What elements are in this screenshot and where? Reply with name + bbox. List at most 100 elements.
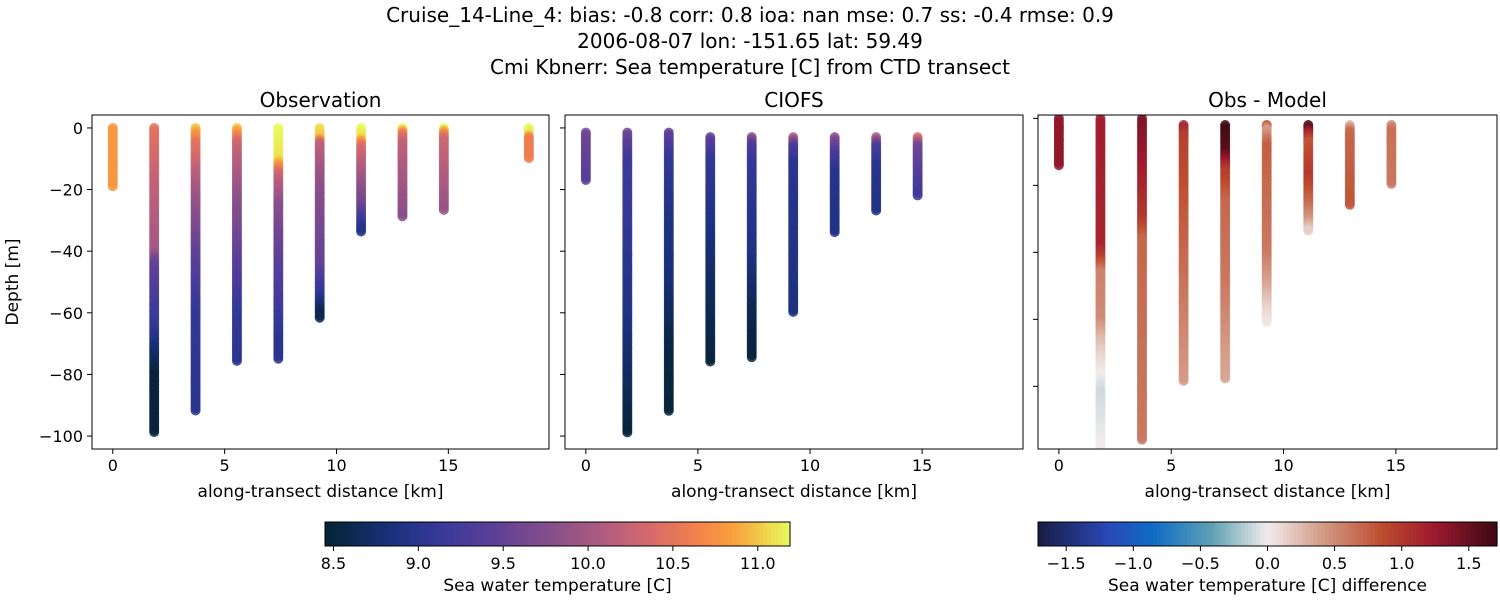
colorbar-segment — [425, 522, 431, 546]
panel-0: 0 5 10 15 0 −20 −40 −60 −80 −100 — [39, 114, 550, 475]
panel-title-ciofs: CIOFS — [764, 88, 823, 112]
colorbar-segment — [654, 522, 659, 546]
colorbar-segment — [445, 522, 450, 546]
colorbar-segment — [526, 522, 531, 546]
colorbar-segment — [1068, 522, 1074, 546]
colorbar-segment — [394, 522, 400, 546]
colorbar-segment — [1049, 522, 1054, 546]
colorbar-segment — [1489, 522, 1494, 546]
colorbar-segment — [638, 522, 644, 546]
y-axis-label: Depth [m] — [3, 238, 23, 325]
data-point — [1137, 434, 1148, 445]
colorbar-segment — [336, 522, 342, 546]
colorbar-segment — [483, 522, 489, 546]
colorbar-segment — [1210, 522, 1215, 546]
colorbar-tick-label: 11.0 — [740, 554, 776, 573]
colorbar-segment — [511, 522, 516, 546]
data-point — [871, 205, 882, 216]
colorbar-segment — [464, 522, 469, 546]
colorbar-segment — [1359, 522, 1364, 546]
data-point — [1095, 451, 1105, 461]
colorbar-segment — [522, 522, 528, 546]
colorbar-tick-label: −1.0 — [1114, 554, 1153, 573]
y-tick-label: −80 — [49, 365, 83, 384]
axes-frame — [91, 114, 550, 450]
colorbar-segment — [542, 522, 547, 546]
colorbar-segment — [751, 522, 756, 546]
colorbar-segment — [460, 522, 466, 546]
colorbar-segment — [1431, 522, 1437, 546]
colorbar-0: 8.5 9.0 9.5 10.0 10.5 11.0 — [321, 521, 791, 573]
colorbar-segment — [604, 522, 609, 546]
x-tick-label: 5 — [693, 456, 703, 475]
colorbar-segment — [1382, 522, 1387, 546]
data-point — [1303, 225, 1314, 236]
colorbar-segment — [429, 522, 435, 546]
colorbar-segment — [1256, 522, 1261, 546]
colorbar-segment — [530, 522, 535, 546]
colorbar-segment — [728, 522, 733, 546]
colorbar-segment — [363, 522, 369, 546]
colorbar-segment — [1313, 522, 1318, 546]
colorbar-segment — [356, 522, 361, 546]
colorbar-segment — [642, 522, 648, 546]
colorbar-segment — [1294, 522, 1299, 546]
colorbar-segment — [1225, 522, 1230, 546]
data-point — [149, 427, 160, 438]
data-point — [705, 356, 716, 367]
colorbar-segment — [1393, 522, 1399, 546]
colorbar-segment — [631, 522, 636, 546]
colorbar-segment — [700, 522, 706, 546]
colorbar-segment — [1072, 522, 1077, 546]
colorbar-tick-label: −0.5 — [1181, 554, 1220, 573]
colorbar-segment — [1064, 522, 1070, 546]
colorbar-segment — [766, 522, 772, 546]
colorbar-segment — [1470, 522, 1475, 546]
colorbar-tick-label: 0.0 — [1255, 554, 1280, 573]
x-tick-label: 0 — [581, 456, 591, 475]
colorbar-segment — [1191, 522, 1196, 546]
data-point — [912, 190, 923, 201]
data-point — [1261, 317, 1272, 328]
x-tick-label: 15 — [1386, 456, 1406, 475]
colorbar-segment — [1194, 522, 1200, 546]
colorbar-segment — [1435, 522, 1441, 546]
colorbar-segment — [518, 522, 524, 546]
colorbar-segment — [747, 522, 752, 546]
colorbar-segment — [755, 522, 760, 546]
colorbar-segment — [1286, 522, 1292, 546]
colorbar-segment — [1099, 522, 1104, 546]
colorbar-segment — [1347, 522, 1353, 546]
colorbar-segment — [666, 522, 671, 546]
x-tick-label: 10 — [1273, 456, 1293, 475]
colorbar-segment — [1474, 522, 1479, 546]
colorbar-segment — [1336, 522, 1341, 546]
colorbar-segment — [611, 522, 617, 546]
colorbar-segment — [1187, 522, 1192, 546]
y-tick-label: 0 — [73, 119, 83, 138]
colorbar-segment — [1244, 522, 1249, 546]
colorbar-segment — [778, 522, 783, 546]
colorbar-segment — [406, 522, 411, 546]
y-tick-label: −100 — [39, 427, 83, 446]
colorbar-segment — [325, 522, 330, 546]
colorbar-segment — [1248, 522, 1253, 546]
colorbar-segment — [344, 522, 349, 546]
x-axis-label-ciofs: along-transect distance [km] — [671, 482, 917, 502]
data-point — [1178, 375, 1189, 386]
data-point — [523, 153, 534, 164]
colorbar-segment — [398, 522, 404, 546]
colorbar-segment — [677, 522, 683, 546]
colorbar-segment — [1118, 522, 1123, 546]
colorbar-segment — [1424, 522, 1429, 546]
colorbar-segment — [743, 522, 748, 546]
colorbar-segment — [1443, 522, 1448, 546]
colorbar-segment — [499, 522, 504, 546]
colorbar-segment — [340, 522, 345, 546]
colorbar-segment — [1363, 522, 1368, 546]
colorbar-segment — [1405, 522, 1410, 546]
y-tick-label: −60 — [49, 304, 83, 323]
colorbar-segment — [538, 522, 543, 546]
colorbar-segment — [623, 522, 628, 546]
